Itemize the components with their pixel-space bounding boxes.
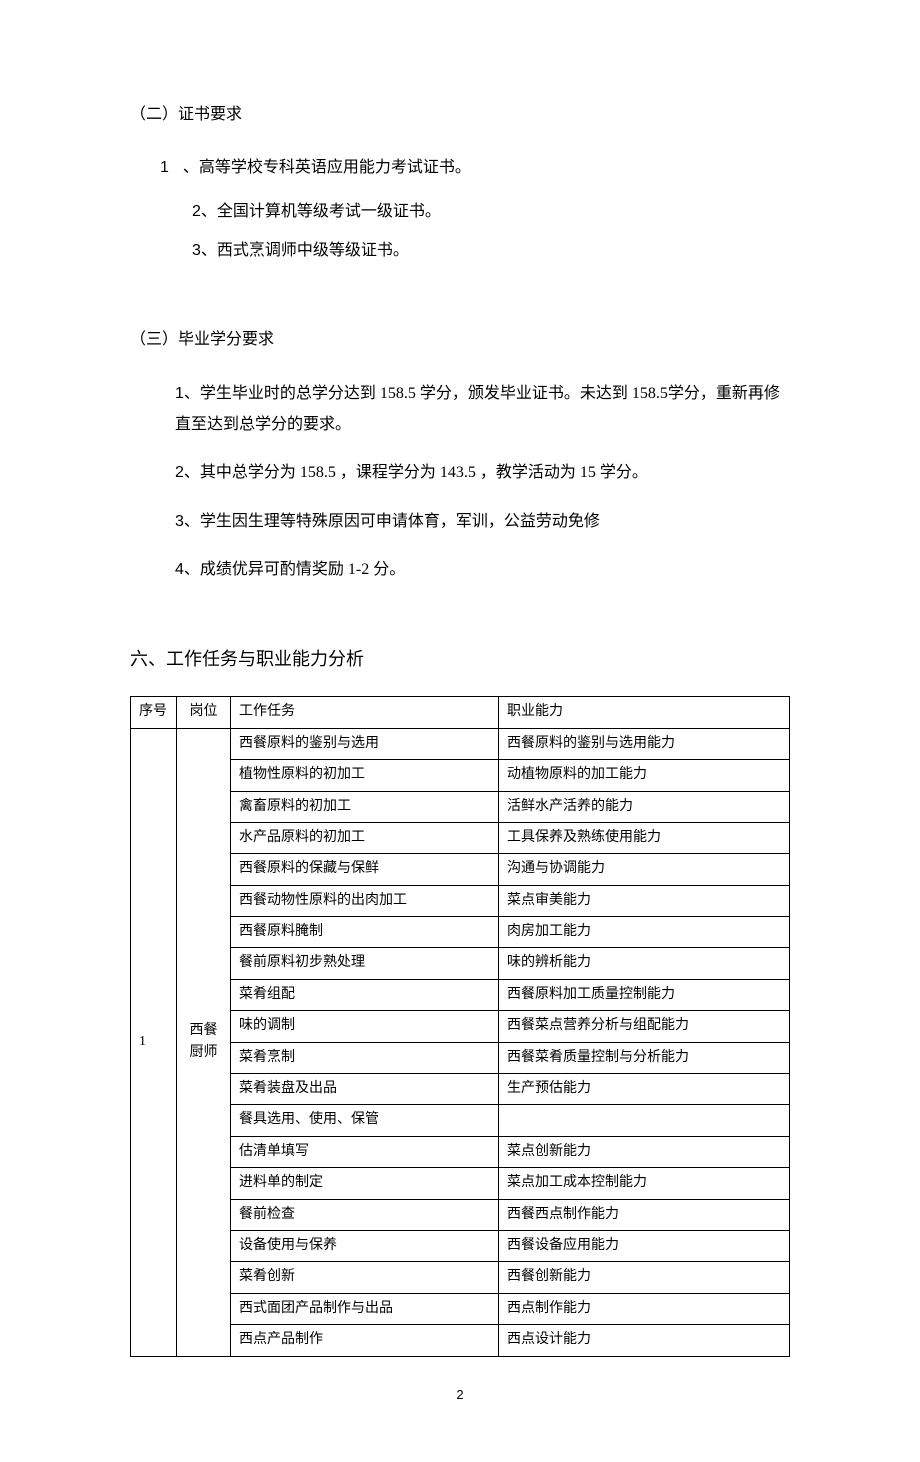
task-cell: 西餐原料的保藏与保鲜 bbox=[231, 854, 499, 885]
task-cell: 进料单的制定 bbox=[231, 1168, 499, 1199]
task-cell: 水产品原料的初加工 bbox=[231, 822, 499, 853]
item-text: 全国计算机等级考试一级证书。 bbox=[217, 203, 441, 220]
list-item: 1、学生毕业时的总学分达到 158.5 学分，颁发毕业证书。未达到 158.5学… bbox=[130, 379, 790, 440]
task-cell: 西餐原料的鉴别与选用 bbox=[231, 728, 499, 759]
item-number: 1 bbox=[160, 159, 169, 176]
ability-cell: 肉房加工能力 bbox=[499, 917, 790, 948]
list-item: 1 、高等学校专科英语应用能力考试证书。 bbox=[130, 154, 790, 183]
task-cell: 西餐原料腌制 bbox=[231, 917, 499, 948]
ability-cell: 味的辨析能力 bbox=[499, 948, 790, 979]
ability-cell bbox=[499, 1105, 790, 1136]
table-row: 1西餐厨师西餐原料的鉴别与选用西餐原料的鉴别与选用能力 bbox=[131, 728, 790, 759]
task-cell: 设备使用与保养 bbox=[231, 1230, 499, 1261]
item-number: 2 bbox=[192, 203, 201, 220]
task-cell: 菜肴创新 bbox=[231, 1262, 499, 1293]
item-number: 2 bbox=[175, 464, 184, 481]
ability-cell: 西点设计能力 bbox=[499, 1325, 790, 1356]
page-number: 2 bbox=[130, 1387, 790, 1402]
item-sep: 、 bbox=[201, 203, 217, 220]
ability-cell: 西餐菜点营养分析与组配能力 bbox=[499, 1011, 790, 1042]
section-6-heading: 六、工作任务与职业能力分析 bbox=[130, 645, 790, 671]
seq-cell: 1 bbox=[131, 728, 177, 1356]
task-cell: 餐前检查 bbox=[231, 1199, 499, 1230]
section-2-heading: （二）证书要求 bbox=[130, 100, 790, 124]
ability-cell: 菜点创新能力 bbox=[499, 1136, 790, 1167]
task-cell: 西点产品制作 bbox=[231, 1325, 499, 1356]
list-item: 2、全国计算机等级考试一级证书。 bbox=[130, 198, 790, 227]
item-number: 4 bbox=[175, 561, 184, 578]
item-text: 高等学校专科英语应用能力考试证书。 bbox=[199, 159, 471, 176]
item-text: 西式烹调师中级等级证书。 bbox=[217, 242, 409, 259]
item-text: 、成绩优异可酌情奖励 1-2 分。 bbox=[184, 561, 405, 578]
list-item: 4、成绩优异可酌情奖励 1-2 分。 bbox=[130, 555, 790, 585]
header-ability: 职业能力 bbox=[499, 697, 790, 728]
item-sep: 、 bbox=[179, 159, 199, 176]
ability-cell: 沟通与协调能力 bbox=[499, 854, 790, 885]
ability-cell: 菜点加工成本控制能力 bbox=[499, 1168, 790, 1199]
ability-cell: 动植物原料的加工能力 bbox=[499, 760, 790, 791]
list-item: 2、其中总学分为 158.5 ，课程学分为 143.5 ，教学活动为 15 学分… bbox=[130, 458, 790, 488]
header-task: 工作任务 bbox=[231, 697, 499, 728]
item-text: 、学生毕业时的总学分达到 158.5 学分，颁发毕业证书。未达到 158.5学分… bbox=[175, 385, 780, 432]
task-cell: 估清单填写 bbox=[231, 1136, 499, 1167]
task-cell: 西式面团产品制作与出品 bbox=[231, 1293, 499, 1324]
item-sep: 、 bbox=[201, 242, 217, 259]
list-item: 3、西式烹调师中级等级证书。 bbox=[130, 237, 790, 266]
table-header-row: 序号 岗位 工作任务 职业能力 bbox=[131, 697, 790, 728]
item-text: 、其中总学分为 158.5 ，课程学分为 143.5 ，教学活动为 15 学分。 bbox=[184, 464, 648, 481]
task-cell: 植物性原料的初加工 bbox=[231, 760, 499, 791]
task-cell: 餐前原料初步熟处理 bbox=[231, 948, 499, 979]
task-cell: 菜肴组配 bbox=[231, 979, 499, 1010]
header-seq: 序号 bbox=[131, 697, 177, 728]
ability-cell: 西餐原料的鉴别与选用能力 bbox=[499, 728, 790, 759]
ability-cell: 西餐西点制作能力 bbox=[499, 1199, 790, 1230]
ability-table: 序号 岗位 工作任务 职业能力 1西餐厨师西餐原料的鉴别与选用西餐原料的鉴别与选… bbox=[130, 696, 790, 1356]
task-cell: 西餐动物性原料的出肉加工 bbox=[231, 885, 499, 916]
task-cell: 味的调制 bbox=[231, 1011, 499, 1042]
ability-cell: 工具保养及熟练使用能力 bbox=[499, 822, 790, 853]
ability-cell: 活鲜水产活养的能力 bbox=[499, 791, 790, 822]
ability-cell: 菜点审美能力 bbox=[499, 885, 790, 916]
ability-cell: 西餐设备应用能力 bbox=[499, 1230, 790, 1261]
task-cell: 菜肴装盘及出品 bbox=[231, 1074, 499, 1105]
ability-cell: 西餐创新能力 bbox=[499, 1262, 790, 1293]
task-cell: 餐具选用、使用、保管 bbox=[231, 1105, 499, 1136]
item-number: 1 bbox=[175, 385, 184, 402]
ability-cell: 西点制作能力 bbox=[499, 1293, 790, 1324]
header-post: 岗位 bbox=[177, 697, 231, 728]
item-number: 3 bbox=[175, 513, 184, 530]
ability-cell: 西餐菜肴质量控制与分析能力 bbox=[499, 1042, 790, 1073]
item-number: 3 bbox=[192, 242, 201, 259]
ability-cell: 西餐原料加工质量控制能力 bbox=[499, 979, 790, 1010]
ability-cell: 生产预估能力 bbox=[499, 1074, 790, 1105]
task-cell: 菜肴烹制 bbox=[231, 1042, 499, 1073]
list-item: 3、学生因生理等特殊原因可申请体育，军训，公益劳动免修 bbox=[130, 507, 790, 537]
post-cell: 西餐厨师 bbox=[177, 728, 231, 1356]
item-text: 、学生因生理等特殊原因可申请体育，军训，公益劳动免修 bbox=[184, 513, 600, 530]
task-cell: 禽畜原料的初加工 bbox=[231, 791, 499, 822]
section-3-heading: （三）毕业学分要求 bbox=[130, 325, 790, 349]
